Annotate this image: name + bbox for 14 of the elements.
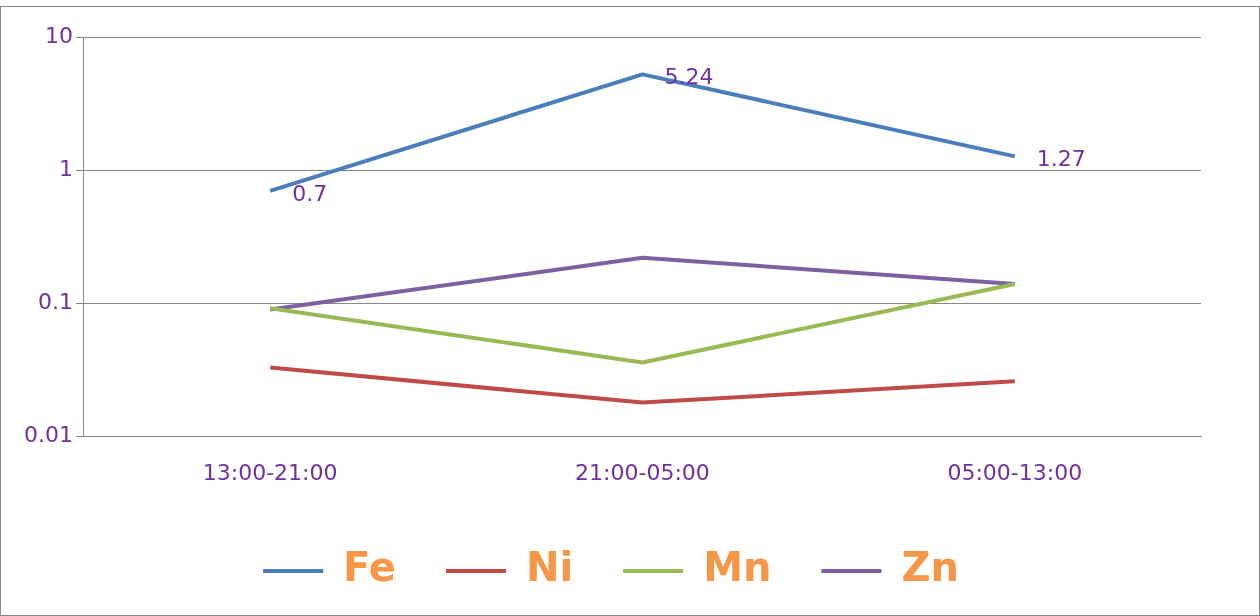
data-label: 1.27 [1036, 146, 1086, 172]
legend-label: Fe [343, 544, 396, 591]
y-tick-label: 1 [58, 155, 73, 181]
x-tick-label: 05:00-13:00 [947, 459, 1083, 485]
data-label: 0.7 [292, 180, 328, 206]
data-label: 5.24 [664, 64, 714, 90]
y-tick-label: 0.01 [24, 422, 73, 448]
y-tick-label: 10 [44, 22, 73, 48]
x-tick-label: 13:00-21:00 [202, 459, 338, 485]
x-tick-label: 21:00-05:00 [575, 459, 710, 485]
y-tick-label: 0.1 [37, 289, 73, 315]
legend-label: Ni [525, 544, 574, 591]
legend-label: Mn [703, 544, 772, 591]
legend-label: Zn [901, 544, 959, 591]
